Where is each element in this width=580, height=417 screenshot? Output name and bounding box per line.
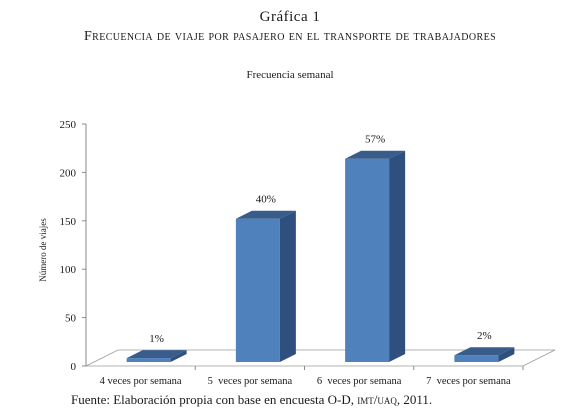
bar [345, 158, 390, 362]
y-tick-label: 50 [65, 313, 77, 325]
x-tick-label: 4 veces por semana [100, 376, 182, 387]
source-institution: imt/uaq [357, 392, 397, 407]
data-label: 57% [365, 134, 385, 146]
source-note: Fuente: Elaboración propia con base en e… [71, 392, 432, 408]
bars [126, 150, 515, 362]
data-label: 40% [256, 194, 276, 206]
y-axis-label: Número de viajes [38, 218, 48, 282]
figure-title: Frecuencia de viaje por pasajero en el t… [83, 29, 497, 44]
figure-label: Gráfica 1 [259, 9, 321, 25]
bar-side [389, 150, 406, 362]
y-tick-label: 200 [60, 167, 77, 179]
y-tick-label: 150 [60, 216, 77, 228]
bar-side [279, 210, 296, 362]
data-label: 1% [149, 333, 164, 345]
y-tick-label: 250 [60, 119, 77, 131]
floor-plane [85, 349, 556, 367]
data-label: 2% [477, 330, 492, 342]
bar [126, 358, 171, 362]
chart-floor [85, 349, 556, 367]
y-axis: 0 50 100 150 200 250 [60, 119, 87, 373]
chart-title: Frecuencia semanal [246, 69, 334, 81]
bar-side [498, 347, 515, 362]
bar-side [170, 350, 187, 362]
bar-top [345, 150, 406, 159]
data-labels: 1% 40% 57% 2% [149, 134, 491, 345]
x-tick-label: 6 veces por semana [317, 376, 402, 387]
bar-top [126, 350, 187, 359]
x-tick-label: 7 veces por semana [426, 376, 511, 387]
x-tick-label: 5 veces por semana [208, 376, 293, 387]
x-axis-ticks: 4 veces por semana 5 veces por semana 6 ve… [100, 366, 524, 387]
bar-top [454, 347, 515, 356]
y-tick-label: 0 [71, 361, 77, 373]
bar [454, 355, 499, 362]
source-prefix: Fuente: Elaboración propia con base en e… [71, 392, 358, 407]
bar-top [235, 210, 296, 219]
source-suffix: , 2011. [396, 392, 433, 407]
y-tick-label: 100 [60, 264, 77, 276]
bar [235, 218, 280, 362]
